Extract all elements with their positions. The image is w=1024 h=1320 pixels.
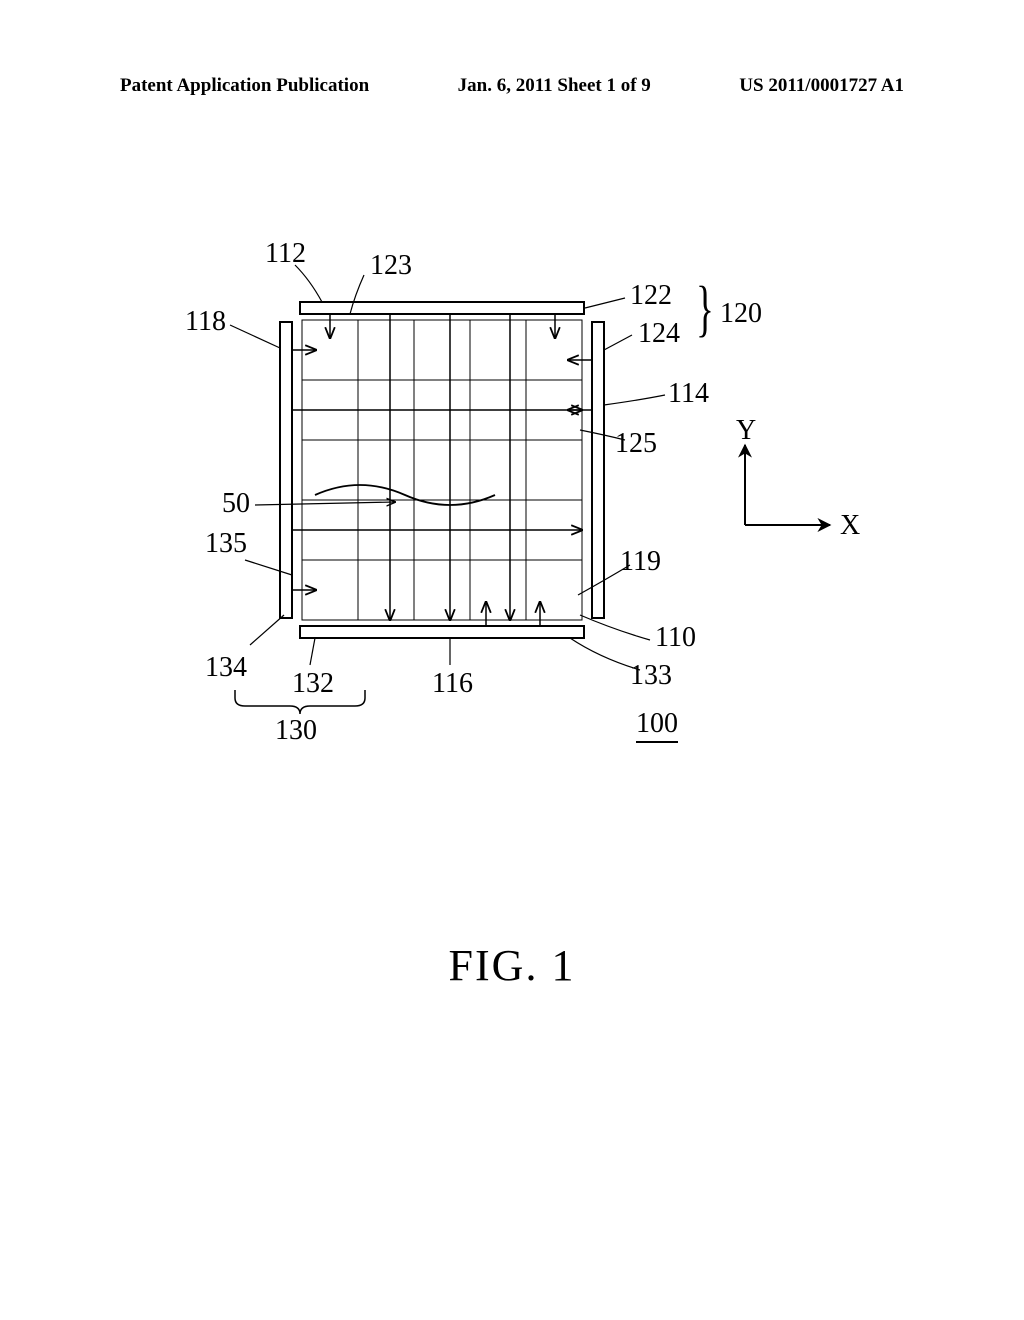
brace-120: } (696, 278, 714, 340)
label-132: 132 (292, 668, 334, 700)
label-100-text: 100 (636, 708, 678, 743)
label-118: 118 (185, 306, 226, 338)
axis-x-label: X (840, 510, 860, 542)
diagram-svg (0, 250, 1024, 950)
label-120: 120 (720, 298, 762, 330)
label-134: 134 (205, 652, 247, 684)
label-50: 50 (222, 488, 250, 520)
label-122: 122 (630, 280, 672, 312)
label-135: 135 (205, 528, 247, 560)
page-header: Patent Application Publication Jan. 6, 2… (0, 75, 1024, 97)
label-110: 110 (655, 622, 696, 654)
label-125: 125 (615, 428, 657, 460)
header-left: Patent Application Publication (120, 75, 369, 97)
figure-caption: FIG. 1 (0, 940, 1024, 991)
axis-y-label: Y (736, 415, 756, 447)
header-center: Jan. 6, 2011 Sheet 1 of 9 (458, 75, 651, 97)
label-100: 100 (636, 708, 678, 743)
label-112: 112 (265, 238, 306, 270)
label-119: 119 (620, 546, 661, 578)
label-133: 133 (630, 660, 672, 692)
label-123: 123 (370, 250, 412, 282)
figure-1: 112 123 122 124 120 } 118 114 125 50 135… (0, 250, 1024, 950)
label-124: 124 (638, 318, 680, 350)
label-114: 114 (668, 378, 709, 410)
header-right: US 2011/0001727 A1 (739, 75, 904, 97)
label-116: 116 (432, 668, 473, 700)
label-130: 130 (275, 715, 317, 747)
